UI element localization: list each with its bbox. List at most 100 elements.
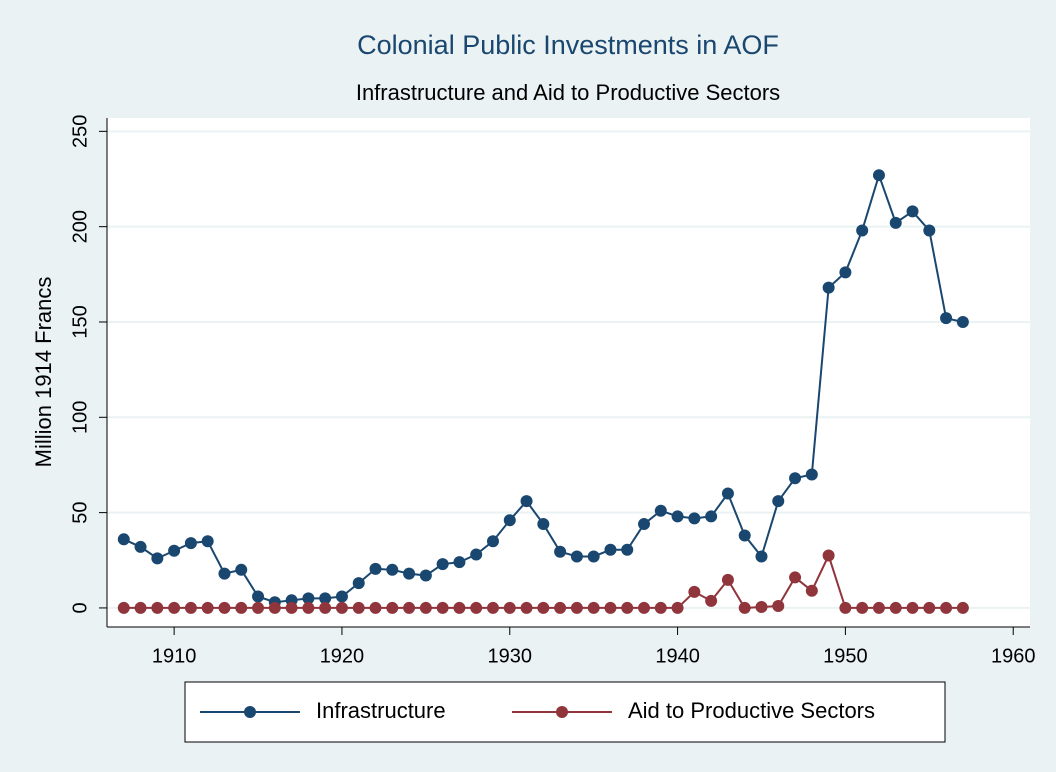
- data-point: [134, 601, 147, 614]
- data-point: [856, 224, 869, 237]
- x-tick-label: 1910: [152, 645, 197, 667]
- data-point: [889, 601, 902, 614]
- data-point: [822, 549, 835, 562]
- data-point: [721, 573, 734, 586]
- data-point: [906, 205, 919, 218]
- y-axis-label: Million 1914 Francs: [31, 277, 56, 468]
- data-point: [503, 601, 516, 614]
- data-point: [671, 601, 684, 614]
- data-point: [772, 600, 785, 613]
- data-point: [503, 514, 516, 527]
- data-point: [872, 601, 885, 614]
- data-point: [906, 601, 919, 614]
- x-tick-label: 1930: [488, 645, 533, 667]
- data-point: [352, 577, 365, 590]
- data-point: [335, 601, 348, 614]
- data-point: [520, 495, 533, 508]
- data-point: [889, 216, 902, 229]
- data-point: [554, 545, 567, 558]
- data-point: [319, 601, 332, 614]
- data-point: [319, 592, 332, 605]
- data-point: [201, 535, 214, 548]
- data-point: [822, 281, 835, 294]
- data-point: [956, 315, 969, 328]
- data-point: [839, 601, 852, 614]
- data-point: [570, 601, 583, 614]
- data-point: [436, 601, 449, 614]
- data-point: [335, 590, 348, 603]
- data-point: [923, 224, 936, 237]
- data-point: [755, 550, 768, 563]
- x-tick-label: 1920: [320, 645, 365, 667]
- data-point: [856, 601, 869, 614]
- data-point: [520, 601, 533, 614]
- data-point: [419, 569, 432, 582]
- data-point: [168, 601, 181, 614]
- data-point: [554, 601, 567, 614]
- data-point: [940, 312, 953, 325]
- data-point: [688, 512, 701, 525]
- data-point: [654, 504, 667, 517]
- data-point: [654, 601, 667, 614]
- data-point: [956, 601, 969, 614]
- data-point: [436, 558, 449, 571]
- chart-title: Colonial Public Investments in AOF: [357, 30, 779, 60]
- data-point: [839, 266, 852, 279]
- data-point: [772, 495, 785, 508]
- data-point: [117, 533, 130, 546]
- y-tick-label: 100: [69, 401, 91, 434]
- data-point: [789, 571, 802, 584]
- data-point: [352, 601, 365, 614]
- data-point: [671, 510, 684, 523]
- data-point: [621, 543, 634, 556]
- legend-marker: [244, 706, 256, 718]
- data-point: [604, 601, 617, 614]
- plot-area: [107, 118, 1030, 627]
- data-point: [268, 601, 281, 614]
- data-point: [638, 601, 651, 614]
- data-point: [537, 518, 550, 531]
- data-point: [369, 601, 382, 614]
- data-point: [486, 535, 499, 548]
- data-point: [302, 601, 315, 614]
- data-point: [805, 468, 818, 481]
- data-point: [604, 543, 617, 556]
- y-tick-label: 50: [69, 501, 91, 523]
- data-point: [419, 601, 432, 614]
- x-tick-label: 1950: [823, 645, 868, 667]
- y-tick-label: 250: [69, 115, 91, 148]
- data-point: [587, 601, 600, 614]
- data-point: [252, 601, 265, 614]
- data-point: [369, 562, 382, 575]
- y-tick-label: 150: [69, 305, 91, 338]
- x-tick-label: 1940: [655, 645, 700, 667]
- data-point: [218, 567, 231, 580]
- legend-marker: [556, 706, 568, 718]
- data-point: [587, 550, 600, 563]
- data-point: [151, 552, 164, 565]
- data-point: [302, 592, 315, 605]
- data-point: [923, 601, 936, 614]
- data-point: [235, 563, 248, 576]
- data-point: [755, 600, 768, 613]
- data-point: [285, 601, 298, 614]
- data-point: [688, 585, 701, 598]
- data-point: [705, 594, 718, 607]
- data-point: [403, 567, 416, 580]
- data-point: [184, 601, 197, 614]
- data-point: [184, 537, 197, 550]
- data-point: [738, 529, 751, 542]
- data-point: [151, 601, 164, 614]
- data-point: [621, 601, 634, 614]
- data-point: [789, 472, 802, 485]
- data-point: [638, 518, 651, 531]
- chart-subtitle: Infrastructure and Aid to Productive Sec…: [356, 80, 780, 105]
- data-point: [168, 544, 181, 557]
- legend-label: Infrastructure: [316, 698, 446, 723]
- data-point: [805, 584, 818, 597]
- data-point: [940, 601, 953, 614]
- data-point: [872, 169, 885, 182]
- x-tick-label: 1960: [991, 645, 1036, 667]
- data-point: [705, 510, 718, 523]
